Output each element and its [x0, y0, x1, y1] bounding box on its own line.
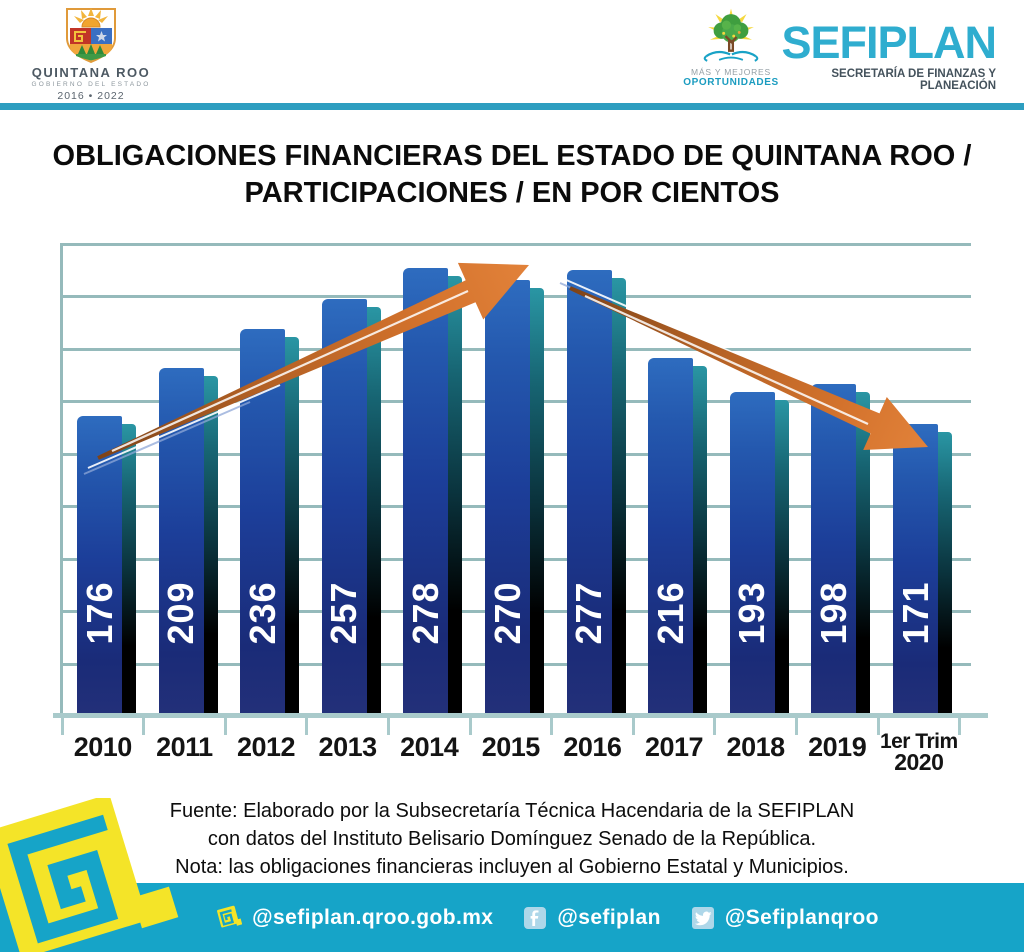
- website-item: @sefiplan.qroo.gob.mx: [215, 904, 493, 931]
- oportunidades-line1: MÁS Y MEJORES: [691, 67, 771, 77]
- x-axis-label: 2017: [644, 732, 704, 762]
- bar-shadow: [611, 277, 626, 716]
- sun-rays: [74, 8, 108, 28]
- social-row: @sefiplan.qroo.gob.mx @sefiplan @Sefipla…: [0, 883, 1024, 952]
- coat-of-arms-subtitle: GOBIERNO DEL ESTADO: [31, 81, 151, 88]
- source-note: Fuente: Elaborado por la Subsecretaría T…: [0, 797, 1024, 881]
- bar-value-label: 209: [160, 581, 202, 645]
- x-axis-tick: [60, 716, 64, 735]
- gridline: [60, 243, 971, 246]
- facebook-icon: [524, 906, 547, 929]
- x-axis-tick: [631, 716, 635, 735]
- source-line2: con datos del Instituto Belisario Domíng…: [207, 828, 817, 850]
- bar-shadow: [774, 399, 789, 716]
- x-axis-tick: [305, 716, 309, 735]
- bar-shadow: [938, 431, 952, 716]
- quintana-roo-logo-block: QUINTANA ROO GOBIERNO DEL ESTADO 2016 • …: [16, 6, 166, 102]
- source-line1: Fuente: Elaborado por la Subsecretaría T…: [169, 800, 855, 822]
- bar-value-label: 277: [568, 581, 610, 645]
- x-axis-tick: [386, 716, 390, 735]
- y-axis-line: [60, 243, 63, 715]
- coat-of-arms-period: 2016 • 2022: [57, 90, 125, 102]
- x-axis-label: 2014: [400, 732, 459, 762]
- bar-shadow: [856, 392, 871, 716]
- bar-value-label: 176: [78, 581, 120, 645]
- x-axis-label: 2012: [236, 732, 296, 762]
- page-title-line1: OBLIGACIONES FINANCIERAS DEL ESTADO DE Q…: [52, 140, 972, 172]
- bar-shadow: [203, 376, 218, 716]
- x-axis-tick: [794, 716, 798, 735]
- bar-shadow: [693, 366, 708, 716]
- qroo-spiral-logo: [0, 798, 179, 952]
- bar-value-label: 278: [404, 581, 446, 645]
- bar-value-label: 257: [323, 581, 365, 645]
- website-icon: [217, 905, 243, 928]
- bar-shadow: [285, 337, 300, 716]
- x-axis-label: 2010: [73, 732, 133, 762]
- website-handle: @sefiplan.qroo.gob.mx: [252, 905, 494, 929]
- facebook-handle: @sefiplan: [557, 905, 661, 929]
- x-axis-tick: [713, 716, 717, 735]
- sefiplan-wordmark: SEFIPLAN: [781, 17, 997, 68]
- x-axis-tick: [550, 716, 554, 735]
- bar-shadow: [448, 276, 463, 716]
- twitter-icon: [691, 906, 714, 929]
- x-axis-label: 2015: [481, 732, 541, 762]
- bar: [893, 423, 938, 716]
- x-axis-baseline: [53, 713, 988, 718]
- tree-icon: [703, 8, 759, 62]
- twitter-item: @Sefiplanqroo: [691, 906, 879, 930]
- bar-shadow: [366, 306, 381, 716]
- sefiplan-logo-block: SEFIPLAN SECRETARÍA DE FINANZAS Y PLANEA…: [760, 17, 997, 93]
- oportunidades-logo-block: MÁS Y MEJORES OPORTUNIDADES: [676, 8, 786, 88]
- bar-value-label: 270: [486, 581, 528, 645]
- x-axis-tick: [958, 716, 962, 735]
- bar-value-label: 171: [894, 581, 936, 645]
- page-title-line2: PARTICIPACIONES / EN POR CIENTOS: [244, 177, 780, 209]
- x-axis-label: 2016: [563, 732, 622, 762]
- bar-value-label: 236: [241, 581, 283, 645]
- x-axis-tick: [876, 716, 880, 735]
- coat-of-arms-title: QUINTANA ROO: [31, 65, 151, 80]
- x-axis-label: 2011: [156, 732, 213, 762]
- oportunidades-line2: OPORTUNIDADES: [683, 77, 779, 88]
- bar-value-label: 193: [731, 581, 773, 645]
- header-divider: [0, 103, 1024, 110]
- x-axis-label: 1er Trim 2020: [879, 730, 958, 775]
- x-axis-label: 2019: [808, 732, 867, 762]
- source-line3: Nota: las obligaciones financieras inclu…: [175, 856, 849, 878]
- x-axis-label: 2018: [726, 732, 786, 762]
- bar-shadow: [122, 424, 136, 716]
- x-axis-tick: [223, 716, 227, 735]
- x-axis-label: 2013: [318, 732, 378, 762]
- bar-shadow: [530, 288, 544, 716]
- twitter-handle: @Sefiplanqroo: [724, 905, 879, 929]
- bar-value-label: 216: [649, 581, 691, 645]
- page-title: OBLIGACIONES FINANCIERAS DEL ESTADO DE Q…: [0, 138, 1024, 212]
- facebook-item: @sefiplan: [523, 906, 660, 930]
- bar-value-label: 198: [812, 581, 854, 645]
- x-axis-tick: [468, 716, 472, 735]
- coat-of-arms-icon: [66, 8, 116, 64]
- sefiplan-subtitle: SECRETARÍA DE FINANZAS Y PLANEACIÓN: [831, 68, 996, 92]
- x-axis-tick: [142, 716, 146, 735]
